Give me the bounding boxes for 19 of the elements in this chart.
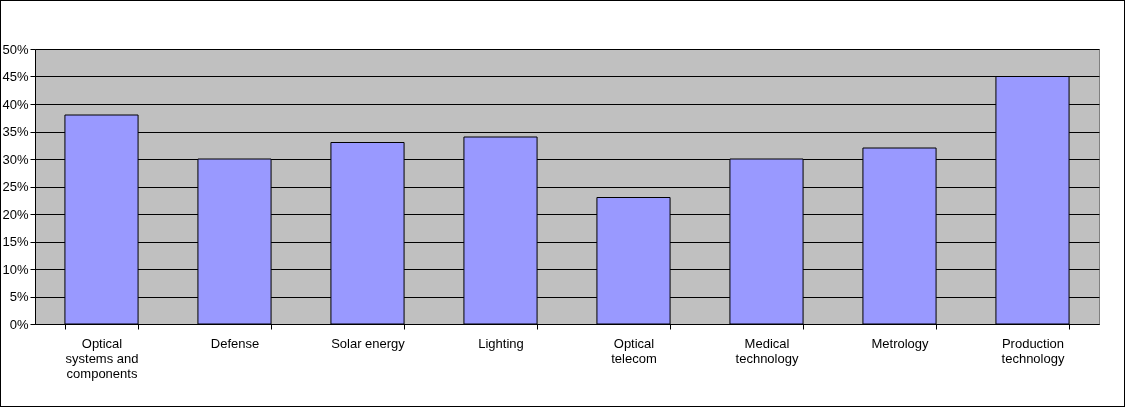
y-tick-label: 20% xyxy=(2,206,29,222)
y-tick-label: 15% xyxy=(2,234,29,249)
y-tick-label: 5% xyxy=(9,289,29,304)
y-tick-label: 30% xyxy=(2,151,29,167)
y-tick-label: 50% xyxy=(2,41,29,57)
y-tick-label: 35% xyxy=(2,124,29,139)
x-tick-label: Medical technology xyxy=(735,335,799,366)
x-tick-label: Metrology xyxy=(871,335,930,351)
x-tick-label: Solar energy xyxy=(331,335,406,351)
y-tick-label: 45% xyxy=(2,69,29,84)
y-tick-label: 40% xyxy=(2,96,29,112)
x-tick-label: Production technology xyxy=(1001,335,1065,366)
y-tick-label: 10% xyxy=(2,261,29,277)
x-tick-label: Optical telecom xyxy=(611,335,657,366)
y-tick-label: 0% xyxy=(9,316,29,332)
x-tick-label: Optical systems and components xyxy=(65,335,139,381)
x-tick-label: Lighting xyxy=(478,335,524,351)
x-tick-label: Defense xyxy=(210,335,260,351)
y-tick-label: 25% xyxy=(2,179,29,194)
